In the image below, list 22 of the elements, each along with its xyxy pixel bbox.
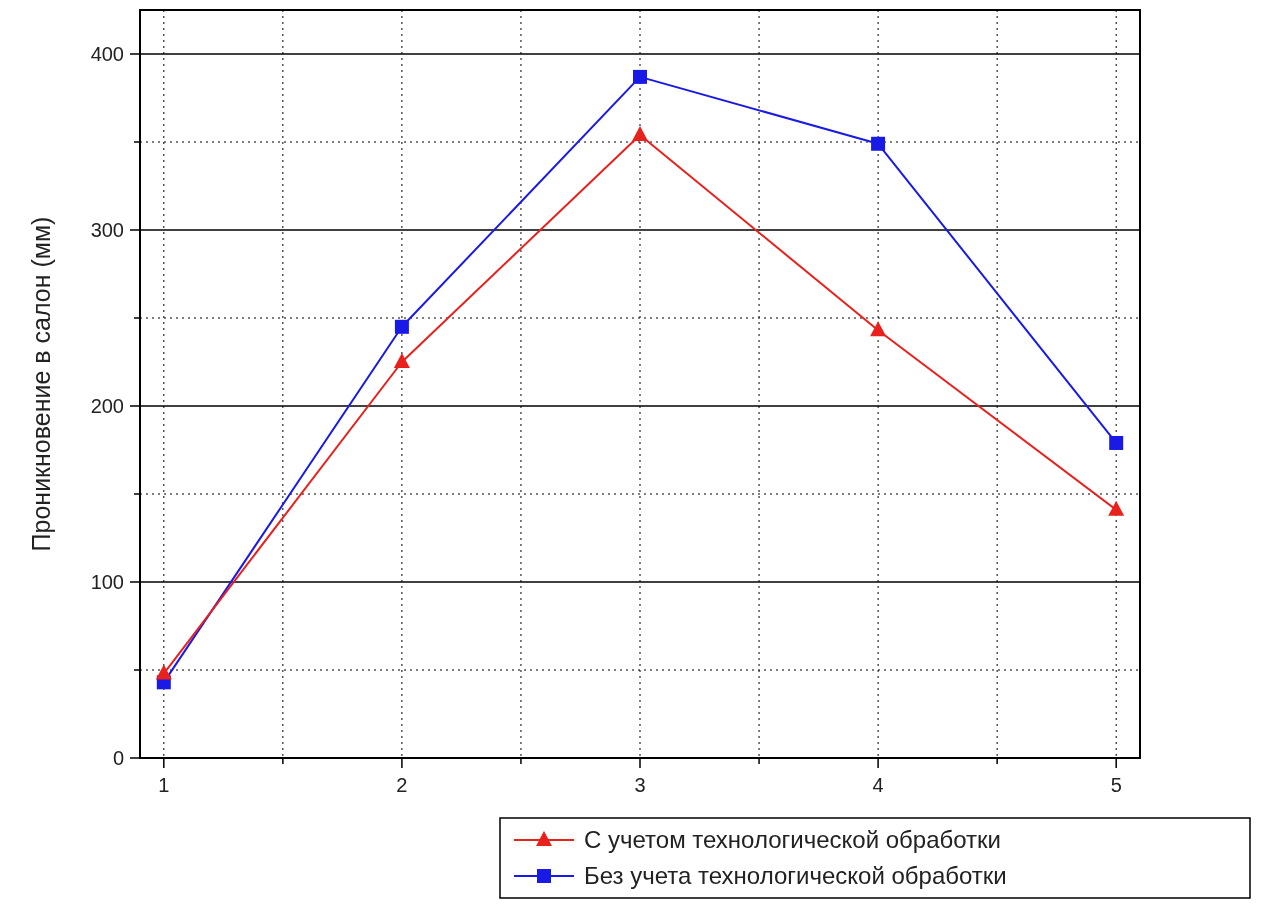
point — [871, 136, 886, 151]
x-tick-label: 3 — [634, 774, 646, 796]
x-tick-label: 2 — [396, 774, 408, 796]
point — [155, 664, 172, 680]
y-tick-label: 400 — [90, 43, 124, 65]
x-tick-label: 1 — [158, 774, 170, 796]
x-tick-label: 5 — [1110, 774, 1122, 796]
point — [1109, 435, 1124, 450]
legend-label: С учетом технологической обработки — [584, 826, 1001, 853]
y-axis-title: Проникновение в салон (мм) — [27, 216, 55, 552]
y-tick-label: 100 — [90, 571, 124, 593]
y-tick-label: 300 — [90, 219, 124, 241]
point — [632, 125, 648, 141]
point — [1108, 500, 1125, 516]
legend-label: Без учета технологической обработки — [584, 862, 1007, 889]
y-tick-label: 0 — [112, 747, 124, 769]
point — [394, 319, 409, 334]
y-tick-label: 200 — [90, 395, 124, 417]
x-tick-label: 4 — [872, 774, 884, 796]
point — [393, 353, 410, 368]
point — [633, 69, 647, 84]
point — [870, 321, 887, 337]
